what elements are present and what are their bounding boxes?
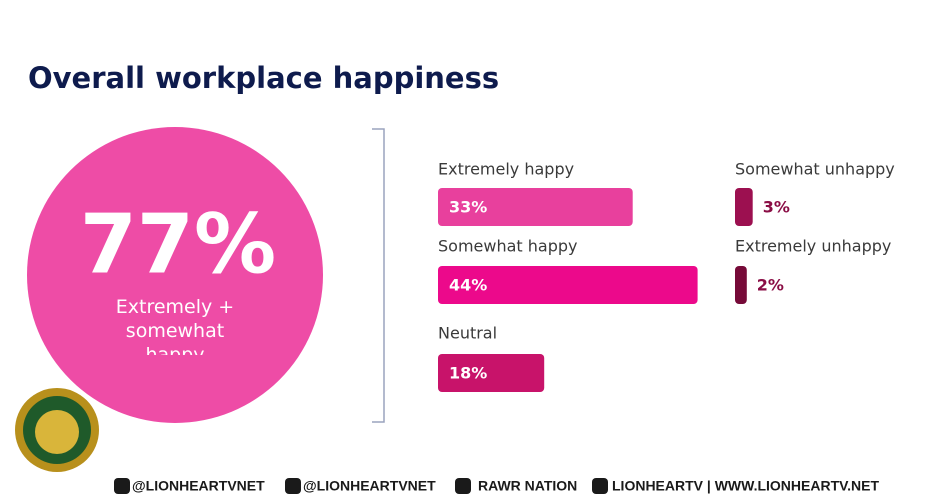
bar <box>438 266 698 304</box>
summary-text: Extremely + somewhat happy <box>115 296 235 355</box>
bracket <box>372 128 385 423</box>
footer-text: @LIONHEARTVNET <box>132 478 265 494</box>
social-icon <box>455 478 471 494</box>
category-label: Somewhat happy <box>438 237 578 256</box>
chart-title: Overall workplace happiness <box>28 61 499 95</box>
summary-value: 77% <box>80 197 276 292</box>
summary-text-box: Extremely + somewhat happy <box>115 296 235 355</box>
social-icon <box>592 478 608 494</box>
bar <box>438 354 545 392</box>
bar <box>438 188 633 226</box>
category-label: Somewhat unhappy <box>735 160 895 179</box>
footer-text: RAWR NATION <box>478 478 577 494</box>
category-label: Extremely unhappy <box>735 237 891 256</box>
value-label: 44% <box>449 276 487 295</box>
value-label: 3% <box>763 198 790 217</box>
footer-text: LIONHEARTV | WWW.LIONHEARTV.NET <box>612 478 880 494</box>
summary-circle <box>27 127 323 423</box>
social-icon <box>285 478 301 494</box>
bar <box>735 266 747 304</box>
value-label: 33% <box>449 198 487 217</box>
value-label: 2% <box>757 276 784 295</box>
value-label: 18% <box>449 364 487 383</box>
lion-logo <box>15 388 99 472</box>
category-label: Neutral <box>438 324 497 343</box>
bar <box>735 188 753 226</box>
category-label: Extremely happy <box>438 160 574 179</box>
social-icon <box>114 478 130 494</box>
footer-text: @LIONHEARTVNET <box>303 478 436 494</box>
